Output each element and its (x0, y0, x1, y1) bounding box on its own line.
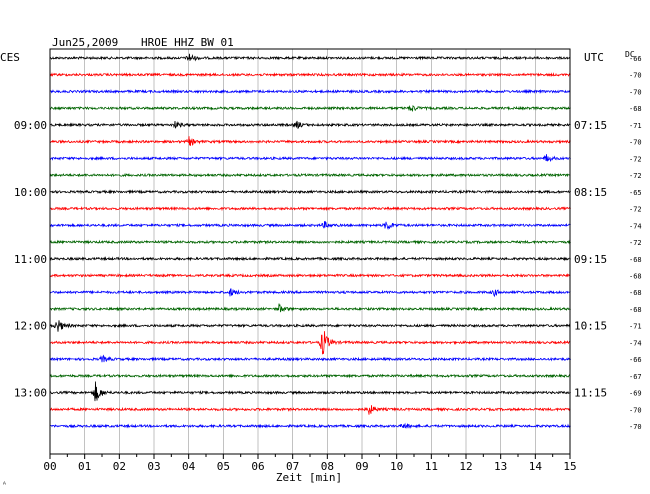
seismic-trace (49, 154, 571, 163)
right-time-label: 10:15 (574, 320, 607, 333)
x-tick-label: 14 (529, 460, 543, 473)
seismic-trace (50, 136, 571, 146)
dc-offset-label: -69 (629, 390, 642, 398)
x-axis-label: Zeit [min] (276, 471, 342, 484)
seismic-trace (49, 331, 571, 355)
x-tick-label: 07 (286, 460, 299, 473)
dc-offset-label: -72 (629, 206, 642, 214)
x-tick-label: 11 (425, 460, 438, 473)
right-time-label: 08:15 (574, 186, 607, 199)
left-hour-label: 09:00 (14, 119, 47, 132)
dc-offset-label: -68 (629, 256, 642, 264)
x-tick-label: 02 (113, 460, 126, 473)
dc-offset-label: -68 (629, 105, 642, 113)
left-hour-label: 13:00 (14, 387, 47, 400)
x-tick-label: 03 (147, 460, 160, 473)
seismic-trace (49, 381, 571, 402)
x-tick-label: 09 (355, 460, 368, 473)
dc-offset-label: -65 (629, 189, 642, 197)
seismic-trace (49, 422, 571, 430)
seismic-trace (49, 172, 571, 178)
dc-offset-label: -74 (629, 222, 642, 230)
dc-offset-label: -71 (629, 122, 642, 130)
seismic-traces (49, 53, 571, 430)
left-hour-label: 11:00 (14, 253, 47, 266)
station-label: HROE HHZ BW 01 (141, 36, 234, 49)
dc-offset-label: -67 (629, 373, 642, 381)
seismic-trace (49, 354, 571, 363)
dc-offset-label: -68 (629, 289, 642, 297)
seismic-trace (49, 120, 571, 130)
plot-frame (49, 48, 571, 455)
seismic-trace (49, 272, 571, 279)
dc-offset-label: -72 (629, 239, 642, 247)
seismic-trace (49, 256, 571, 262)
dc-offset-label: -68 (629, 306, 642, 314)
seismic-trace (49, 206, 571, 212)
x-tick-label: 06 (251, 460, 264, 473)
seismic-trace (49, 104, 571, 112)
x-tick-label: 12 (459, 460, 472, 473)
date-label: Jun25,2009 (52, 36, 118, 49)
seismic-trace (49, 373, 571, 379)
x-tick-label: 00 (43, 460, 56, 473)
left-hour-label: 12:00 (14, 320, 47, 333)
seismic-trace (49, 53, 571, 62)
right-time-label: 09:15 (574, 253, 607, 266)
x-tick-label: 13 (494, 460, 507, 473)
dc-offset-label: -72 (629, 155, 642, 163)
axis-labels: 00 01 02 03 04 05 06 07 08 09 10 11 12 13 14 15 09:00 10:… (14, 55, 642, 473)
dc-offset-label: -68 (629, 272, 642, 280)
dc-offset-label: -74 (629, 339, 642, 347)
x-tick-label: 04 (182, 460, 196, 473)
dc-offset-label: -66 (629, 356, 642, 364)
x-tick-label: 01 (78, 460, 91, 473)
seismic-trace (49, 88, 571, 95)
dc-offset-label: -70 (629, 423, 642, 431)
dc-offset-label: -70 (629, 88, 642, 96)
seismic-trace (49, 220, 571, 231)
dc-offset-label: -72 (629, 172, 642, 180)
x-tick-label: 05 (217, 460, 230, 473)
seismic-trace (49, 303, 571, 313)
dc-offset-label: -70 (629, 406, 642, 414)
dc-offset-header: DC (625, 50, 635, 59)
x-tick-label: 08 (321, 460, 334, 473)
grid-lines (49, 49, 571, 459)
dc-offset-label: -71 (629, 323, 642, 331)
seismic-trace (49, 72, 571, 78)
seismic-trace (49, 320, 571, 332)
right-timezone-label: UTC (584, 51, 604, 64)
dc-offset-label: -66 (629, 55, 642, 63)
x-tick-label: 15 (563, 460, 576, 473)
right-time-label: 11:15 (574, 387, 607, 400)
x-tick-label: 10 (390, 460, 403, 473)
left-hour-label: 10:00 (14, 186, 47, 199)
seismic-trace (49, 288, 571, 298)
dc-offset-label: -70 (629, 72, 642, 80)
right-time-label: 07:15 (574, 119, 607, 132)
seismic-trace (49, 189, 571, 195)
dc-offset-label: -70 (629, 139, 642, 147)
corner-mark: ᴬ (2, 480, 7, 489)
seismic-trace (49, 239, 571, 245)
seismic-trace (49, 405, 571, 415)
left-timezone-label: CES (0, 51, 20, 64)
